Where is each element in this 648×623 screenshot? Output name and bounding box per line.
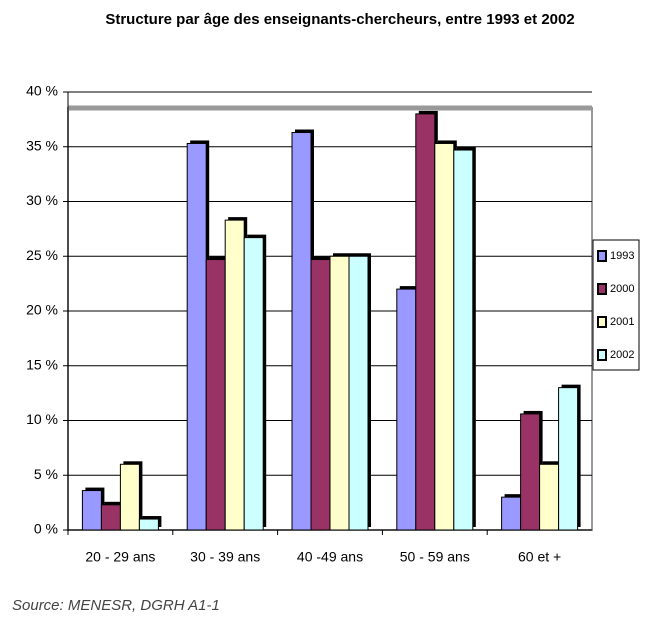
y-tick-label: 20 % [26,302,58,318]
bar [415,113,436,531]
y-tick-label: 15 % [26,356,58,372]
legend-swatch [597,349,607,361]
legend-label: 2002 [610,349,634,361]
bar [539,463,560,531]
legend-swatch [597,283,607,295]
source: Source: MENESR, DGRH A1-1 [12,597,220,614]
legend-swatch [597,316,607,328]
bar [186,142,207,531]
y-tick-label: 30 % [26,192,58,208]
bar [205,259,226,531]
bar [291,132,312,531]
y-tick-label: 40 % [26,83,58,99]
legend-swatch [597,250,607,262]
legend-label: 2001 [610,316,634,328]
legend-label: 2000 [610,283,634,295]
bar [453,149,474,531]
bar [81,490,102,531]
bar [119,463,140,531]
x-tick-label: 20 - 29 ans [85,549,155,565]
bar [329,255,350,531]
bar [243,237,264,531]
bar [520,413,541,531]
legend-label: 1993 [610,250,634,262]
y-tick-label: 25 % [26,247,58,263]
bar [348,255,369,531]
bar [224,219,245,531]
bar [138,518,159,531]
y-tick-label: 35 % [26,137,58,153]
y-tick-label: 5 % [34,466,58,482]
bar [558,387,579,531]
x-tick-label: 60 et + [518,549,561,565]
bar [434,142,455,531]
x-tick-label: 30 - 39 ans [190,549,260,565]
y-tick-label: 0 % [34,521,58,537]
bar [310,259,331,531]
bar [501,496,522,531]
chart-title: Structure par âge des enseignants-cherch… [105,11,574,28]
bar [100,504,121,531]
x-tick-label: 50 - 59 ans [400,549,470,565]
bar [396,288,417,531]
x-tick-label: 40 -49 ans [297,549,363,565]
y-tick-label: 10 % [26,411,58,427]
